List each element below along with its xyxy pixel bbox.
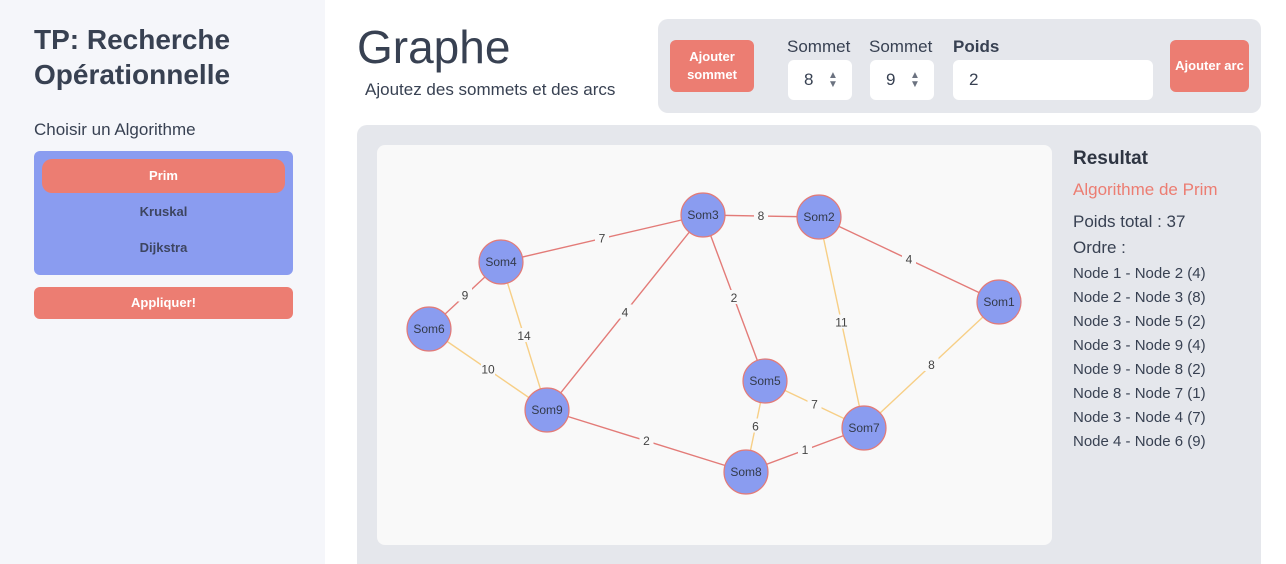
list-item: Node 3 - Node 9 (4) — [1073, 337, 1206, 354]
graph-node-label: Som9 — [531, 403, 563, 417]
graph-node[interactable] — [796, 194, 842, 240]
graph-node[interactable] — [406, 306, 452, 352]
stepper-arrows-icon[interactable]: ▲ ▼ — [828, 70, 838, 90]
edge-weight-background — [517, 328, 531, 342]
list-item: Node 1 - Node 2 (4) — [1073, 265, 1206, 282]
graph-node-label: Som2 — [803, 210, 835, 224]
edge-weight-background — [924, 357, 939, 371]
algorithm-dijkstra-button[interactable]: Dijkstra — [139, 240, 188, 255]
list-item: Node 4 - Node 6 (9) — [1073, 433, 1206, 450]
stepper-arrows-icon[interactable]: ▲ ▼ — [910, 70, 920, 90]
page-title: Graphe — [357, 21, 511, 73]
graph-node[interactable] — [524, 387, 570, 433]
graph-node-label: Som8 — [730, 465, 762, 479]
add-arc-button[interactable]: Ajouter arc — [1170, 40, 1249, 92]
page-subtitle: Ajoutez des sommets et des arcs — [365, 80, 616, 99]
edge-weight-label: 6 — [752, 420, 759, 434]
from-vertex-stepper[interactable]: 8 ▲ ▼ — [788, 60, 852, 100]
graph-node-label: Som7 — [848, 421, 880, 435]
edge-weight-label: 7 — [811, 398, 818, 412]
edge-weight-background — [754, 208, 768, 222]
algorithm-kruskal-button[interactable]: Kruskal — [139, 204, 188, 219]
result-panel: Resultat Algorithme de Prim Poids total … — [1073, 148, 1253, 454]
edge-weight-background — [639, 433, 654, 447]
edge-weight-label: 4 — [906, 253, 913, 267]
to-vertex-value: 9 — [886, 70, 896, 89]
list-item: Node 9 - Node 8 (2) — [1073, 361, 1206, 378]
apply-button[interactable]: Appliquer! — [34, 287, 293, 319]
graph-node-label: Som1 — [983, 295, 1015, 309]
list-item: Node 2 - Node 3 (8) — [1073, 289, 1206, 306]
graph-node[interactable] — [723, 449, 769, 495]
edge-weight-background — [798, 442, 812, 456]
add-vertex-button[interactable]: Ajouter sommet — [670, 40, 754, 92]
algorithm-prim-button[interactable]: Prim — [42, 159, 285, 193]
to-vertex-label: Sommet — [869, 37, 933, 56]
graph-node-label: Som3 — [687, 208, 719, 222]
from-vertex-value: 8 — [804, 70, 814, 89]
graph-node[interactable] — [976, 279, 1022, 325]
edge-weight-background — [481, 361, 495, 376]
result-title: Resultat — [1073, 148, 1148, 169]
edge-weight-label: 8 — [758, 209, 765, 223]
edge-weight-background — [458, 287, 472, 302]
app-title: TP: Recherche Opérationnelle — [34, 24, 231, 90]
graph-node[interactable] — [742, 358, 788, 404]
edge-weight-background — [834, 314, 849, 329]
graph-node-label: Som4 — [485, 255, 517, 269]
result-order-label: Ordre : — [1073, 238, 1126, 257]
result-order-list: Node 1 - Node 2 (4) Node 2 - Node 3 (8) … — [1073, 262, 1253, 454]
weight-label: Poids — [953, 37, 1000, 56]
graph-node-label: Som5 — [749, 374, 781, 388]
graph-canvas[interactable]: 8 4 7 2 4 9 14 10 11 8 7 6 2 1 Som1 Som2 Som3 Som4 Som5 So… — [377, 145, 1052, 545]
graph-node[interactable] — [680, 192, 726, 238]
edge-weight-label: 4 — [622, 306, 629, 320]
result-algorithm: Algorithme de Prim — [1073, 180, 1218, 199]
result-total-weight: Poids total : 37 — [1073, 212, 1186, 231]
edge-weight-label: 14 — [517, 329, 531, 343]
edge-weight-background — [595, 230, 609, 245]
sidebar: TP: Recherche Opérationnelle Choisir un … — [0, 0, 325, 564]
edge-weight-label: 11 — [835, 316, 848, 330]
edge-weight-label: 2 — [731, 291, 738, 305]
edge-weight-label: 1 — [802, 443, 809, 457]
edge-weight-background — [902, 251, 916, 266]
graph-node[interactable] — [478, 239, 524, 285]
edge-weight-label: 7 — [599, 232, 606, 246]
edge-weight-label: 8 — [928, 358, 935, 372]
from-vertex-label: Sommet — [787, 37, 851, 56]
edge-weight-background — [618, 304, 632, 319]
algorithm-panel: Prim Kruskal Dijkstra — [34, 151, 293, 275]
list-item: Node 8 - Node 7 (1) — [1073, 385, 1206, 402]
list-item: Node 3 - Node 5 (2) — [1073, 313, 1206, 330]
edge-weight-label: 10 — [481, 363, 495, 377]
edge-weight-label: 9 — [462, 289, 469, 303]
edge-weight-background — [807, 396, 822, 411]
to-vertex-stepper[interactable]: 9 ▲ ▼ — [870, 60, 934, 100]
graph-node[interactable] — [841, 405, 887, 451]
graph-svg: 8 4 7 2 4 9 14 10 11 8 7 6 2 1 Som1 Som2 Som3 Som4 Som5 So… — [406, 192, 1022, 495]
weight-input[interactable] — [953, 60, 1153, 100]
algorithm-heading: Choisir un Algorithme — [34, 120, 196, 139]
edge-weight-label: 2 — [643, 434, 650, 448]
list-item: Node 3 - Node 4 (7) — [1073, 409, 1206, 426]
edge-weight-background — [727, 290, 741, 304]
graph-node-label: Som6 — [413, 322, 445, 336]
edge-weight-background — [748, 418, 763, 433]
